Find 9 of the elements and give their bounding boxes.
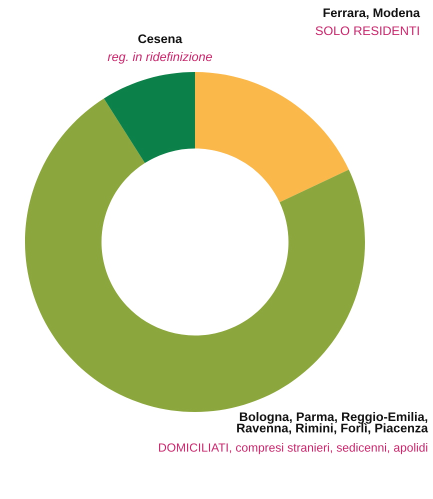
text: reg. in ridefinizione: [108, 52, 212, 64]
slice-label: Ferrara, Modena: [324, 8, 420, 19]
donut-slice: [104, 72, 195, 164]
donut-slice: [25, 98, 365, 412]
text: DOMICILIATI, compresi stranieri, sedicenni, apolidi: [159, 443, 428, 454]
donut-slice: [195, 72, 349, 202]
text: SOLO RESIDENTI: [316, 26, 419, 36]
slice-label: Bologna, Parma, Reggio-Emilia, Ravenna, Rimini, Forlì, Piacenza: [237, 412, 428, 434]
slice-label: Cesena: [138, 34, 182, 44]
